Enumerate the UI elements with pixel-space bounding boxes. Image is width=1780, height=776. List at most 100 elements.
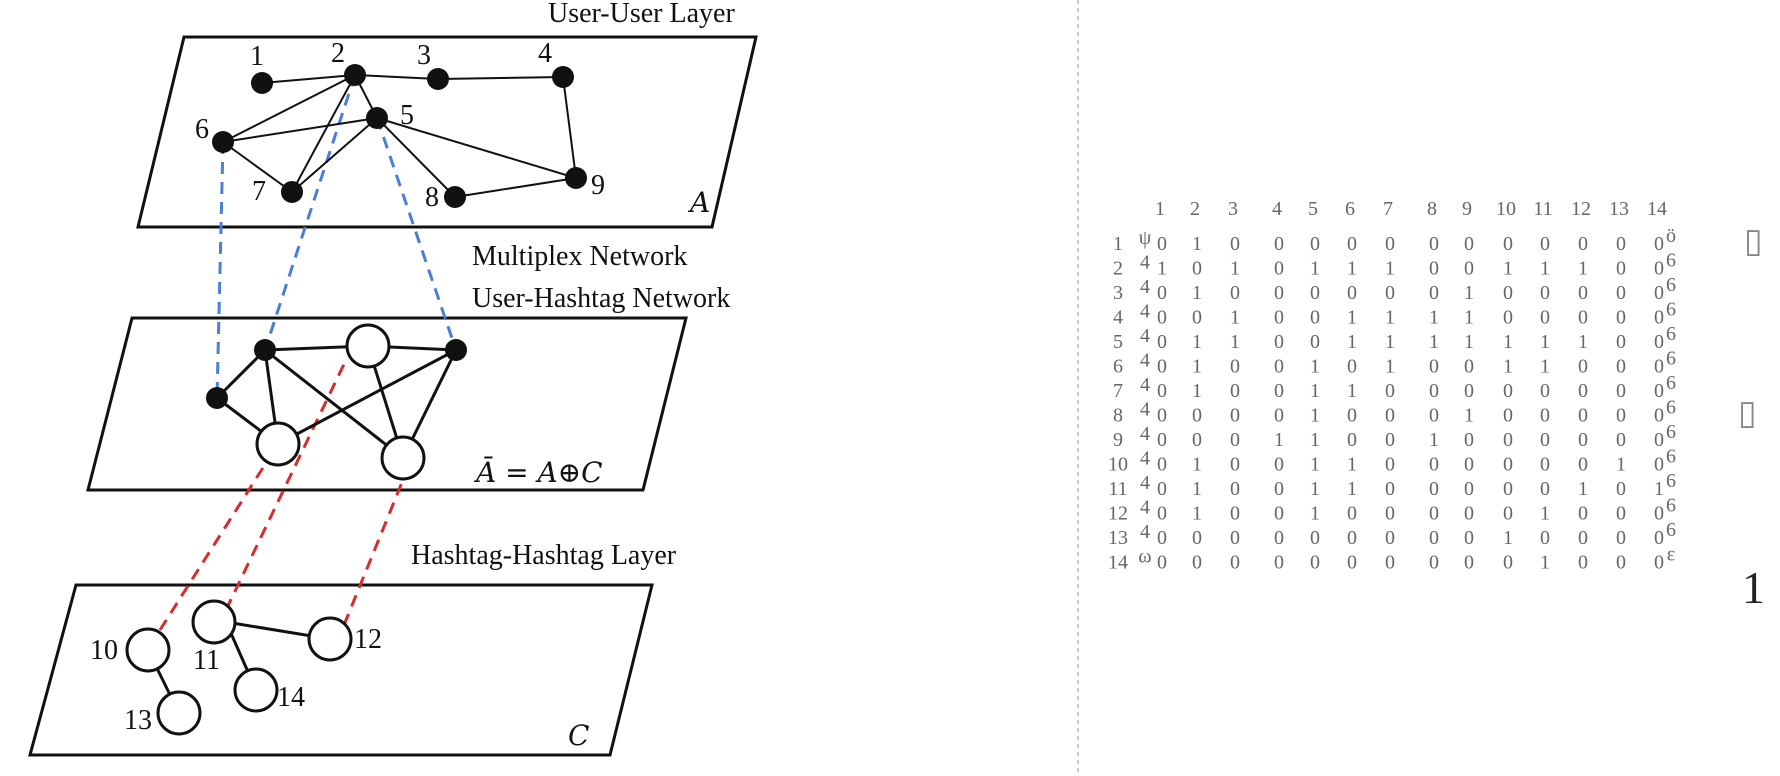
matrix-cell: 1: [1192, 356, 1202, 378]
matrix-cell: 1: [1578, 478, 1588, 500]
matrix-cell: 0: [1385, 405, 1395, 427]
matrix-cell: 0: [1616, 527, 1626, 549]
hashtag-node-label-14: 14: [277, 682, 305, 713]
matrix-cell: 1: [1310, 503, 1320, 525]
matrix-cell: 0: [1654, 503, 1664, 525]
matrix-cell: 0: [1385, 233, 1395, 255]
interlayer-link-11: [224, 359, 348, 611]
matrix-cell: 0: [1616, 429, 1626, 451]
matrix-cell: 0: [1616, 233, 1626, 255]
matrix-cell: 0: [1540, 380, 1550, 402]
matrix-cell: 0: [1385, 478, 1395, 500]
matrix-row-header: 3: [1113, 282, 1123, 304]
matrix-cell: 0: [1230, 478, 1240, 500]
matrix-cell: 0: [1157, 552, 1167, 574]
matrix-cell: 0: [1192, 429, 1202, 451]
matrix-cell: 0: [1385, 380, 1395, 402]
interlayer-link-10: [158, 443, 280, 631]
matrix-cell: 0: [1157, 405, 1167, 427]
matrix-row-header: 2: [1113, 258, 1123, 280]
matrix-cell: 1: [1230, 331, 1240, 353]
matrix-cell: 1: [1310, 429, 1320, 451]
matrix-cell: 0: [1578, 454, 1588, 476]
matrix-cell: 0: [1616, 307, 1626, 329]
hashtag-node-label-11: 11: [193, 645, 220, 676]
matrix-cell: 0: [1464, 503, 1474, 525]
matrix-cell: 0: [1157, 380, 1167, 402]
matrix-cell: 0: [1274, 307, 1284, 329]
matrix-cell: 0: [1347, 405, 1357, 427]
matrix-cell: 0: [1578, 356, 1588, 378]
matrix-cell: 1: [1464, 405, 1474, 427]
middle-hashtag-node-11: [345, 323, 391, 369]
matrix-cell: 0: [1429, 478, 1439, 500]
matrix-cell: 0: [1192, 527, 1202, 549]
matrix-cell: 0: [1157, 454, 1167, 476]
matrix-col-header: 6: [1345, 198, 1355, 220]
matrix-left-ghost: ψ: [1139, 227, 1152, 249]
matrix-cell: 0: [1503, 233, 1513, 255]
matrix-cell: 0: [1429, 552, 1439, 574]
user-node-5: [366, 107, 388, 129]
matrix-cell: 1: [1540, 331, 1550, 353]
matrix-cell: 0: [1230, 356, 1240, 378]
matrix-cell: 0: [1464, 233, 1474, 255]
matrix-cell: 0: [1654, 405, 1664, 427]
matrix-cell: 0: [1540, 405, 1550, 427]
user-node-6: [212, 131, 234, 153]
adjacency-matrix: 1 2 3 4 5 6 7 8 9 10 11 12 13 141 ψ 0 1 0 0 0 0 0 0 0 0 0 0 0 0 ö2 4 1 0…: [1108, 198, 1676, 574]
matrix-cell: 0: [1274, 331, 1284, 353]
matrix-col-header: 8: [1427, 198, 1437, 220]
matrix-cell: 0: [1274, 356, 1284, 378]
matrix-row-header: 12: [1108, 503, 1128, 525]
matrix-left-ghost: 4: [1140, 301, 1150, 323]
matrix-cell: 0: [1429, 527, 1439, 549]
matrix-right-ghost: 6: [1666, 299, 1676, 321]
matrix-cell: 1: [1464, 307, 1474, 329]
matrix-right-ghost: ö: [1666, 225, 1676, 247]
matrix-cell: 1: [1192, 503, 1202, 525]
matrix-right-ghost: 6: [1666, 519, 1676, 541]
matrix-cell: 0: [1578, 405, 1588, 427]
matrix-left-ghost: 4: [1140, 276, 1150, 298]
matrix-cell: 0: [1464, 478, 1474, 500]
matrix-cell: 1: [1192, 454, 1202, 476]
matrix-cell: 0: [1616, 503, 1626, 525]
matrix-cell: 1: [1192, 380, 1202, 402]
matrix-cell: 1: [1464, 331, 1474, 353]
matrix-cell: 0: [1503, 307, 1513, 329]
matrix-row-header: 13: [1108, 527, 1128, 549]
matrix-cell: 0: [1464, 454, 1474, 476]
middle-user-node-6: [206, 387, 228, 409]
matrix-cell: 1: [1192, 478, 1202, 500]
matrix-col-header: 9: [1462, 198, 1472, 220]
matrix-cell: 0: [1230, 405, 1240, 427]
matrix-cell: 0: [1347, 552, 1357, 574]
matrix-cell: 1: [1464, 282, 1474, 304]
multiplex-network-title: Multiplex Network: [472, 241, 687, 272]
matrix-cell: 0: [1157, 307, 1167, 329]
matrix-cell: 0: [1192, 307, 1202, 329]
user-node-label-8: 8: [425, 182, 439, 213]
matrix-cell: 1: [1310, 356, 1320, 378]
matrix-right-ghost: 6: [1666, 372, 1676, 394]
matrix-cell: 0: [1310, 233, 1320, 255]
matrix-cell: 0: [1464, 429, 1474, 451]
matrix-row-header: 6: [1113, 356, 1123, 378]
matrix-cell: 0: [1230, 282, 1240, 304]
matrix-cell: 0: [1274, 405, 1284, 427]
matrix-cell: 1: [1385, 258, 1395, 280]
matrix-col-header: 1: [1155, 198, 1165, 220]
matrix-cell: 0: [1310, 527, 1320, 549]
hashtag-hashtag-layer-title: Hashtag-Hashtag Layer: [411, 540, 677, 571]
middle-hashtag-node-10: [255, 421, 301, 467]
user-node-label-6: 6: [195, 114, 209, 145]
matrix-col-header: 14: [1647, 198, 1667, 220]
matrix-cell: 0: [1464, 380, 1474, 402]
matrix-cell: 0: [1616, 552, 1626, 574]
matrix-cell: 0: [1578, 429, 1588, 451]
matrix-cell: 1: [1347, 478, 1357, 500]
matrix-cell: 0: [1654, 454, 1664, 476]
matrix-cell: 0: [1347, 356, 1357, 378]
matrix-cell: 0: [1616, 380, 1626, 402]
